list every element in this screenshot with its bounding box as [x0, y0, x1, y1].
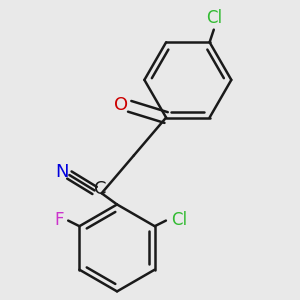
Text: N: N — [56, 163, 69, 181]
Text: Cl: Cl — [206, 9, 222, 27]
Text: O: O — [114, 96, 128, 114]
Text: C: C — [94, 180, 106, 198]
Text: F: F — [55, 211, 64, 229]
Text: Cl: Cl — [172, 211, 188, 229]
